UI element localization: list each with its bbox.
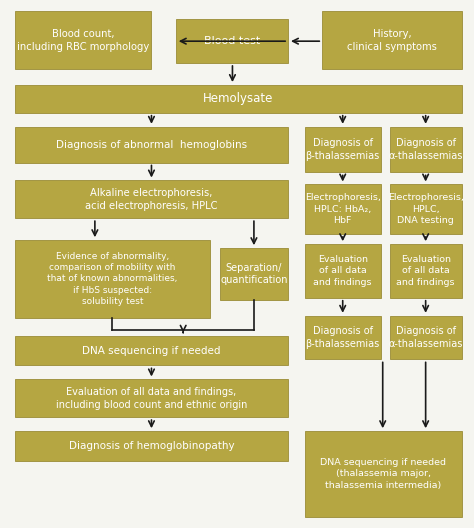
Text: Blood test: Blood test — [204, 36, 260, 46]
Text: Diagnosis of
β-thalassemias: Diagnosis of β-thalassemias — [306, 326, 380, 349]
Text: Evaluation
of all data
and findings: Evaluation of all data and findings — [396, 255, 455, 287]
Bar — [15, 85, 462, 113]
Text: Evaluation
of all data
and findings: Evaluation of all data and findings — [313, 255, 372, 287]
Text: Diagnosis of
α-thalassemias: Diagnosis of α-thalassemias — [389, 326, 463, 349]
Bar — [15, 240, 210, 318]
Bar — [305, 316, 381, 360]
Text: Blood count,
including RBC morphology: Blood count, including RBC morphology — [17, 29, 149, 52]
Bar — [390, 184, 462, 234]
Text: Evidence of abnormality,
comparison of mobility with
that of known abnormalities: Evidence of abnormality, comparison of m… — [47, 251, 178, 306]
Text: History,
clinical symptoms: History, clinical symptoms — [347, 29, 437, 52]
Text: Electrophoresis,
HPLC: HbA₂,
HbF: Electrophoresis, HPLC: HbA₂, HbF — [305, 193, 381, 225]
Text: Diagnosis of hemoglobinopathy: Diagnosis of hemoglobinopathy — [69, 441, 234, 451]
Bar — [322, 11, 462, 69]
Bar — [15, 11, 152, 69]
Bar — [15, 431, 288, 461]
Text: DNA sequencing if needed
(thalassemia major,
thalassemia intermedia): DNA sequencing if needed (thalassemia ma… — [320, 458, 446, 490]
Bar — [220, 248, 288, 300]
Text: Diagnosis of
β-thalassemias: Diagnosis of β-thalassemias — [306, 138, 380, 161]
Text: Hemolysate: Hemolysate — [203, 92, 273, 106]
Bar — [15, 181, 288, 218]
Bar — [15, 380, 288, 417]
Bar — [390, 316, 462, 360]
Text: Alkaline electrophoresis,
acid electrophoresis, HPLC: Alkaline electrophoresis, acid electroph… — [85, 188, 218, 211]
Text: DNA sequencing if needed: DNA sequencing if needed — [82, 345, 221, 355]
Bar — [15, 336, 288, 365]
Text: Electrophoresis,
HPLC,
DNA testing: Electrophoresis, HPLC, DNA testing — [388, 193, 464, 225]
Bar — [176, 20, 288, 63]
Bar — [390, 244, 462, 298]
Bar — [305, 184, 381, 234]
Bar — [305, 244, 381, 298]
Bar — [305, 431, 462, 517]
Bar — [15, 127, 288, 163]
Text: Diagnosis of
α-thalassemias: Diagnosis of α-thalassemias — [389, 138, 463, 161]
Bar — [390, 127, 462, 173]
Text: Diagnosis of abnormal  hemoglobins: Diagnosis of abnormal hemoglobins — [56, 139, 247, 149]
Text: Evaluation of all data and findings,
including blood count and ethnic origin: Evaluation of all data and findings, inc… — [56, 387, 247, 410]
Bar — [305, 127, 381, 173]
Text: Separation/
quantification: Separation/ quantification — [220, 262, 288, 285]
